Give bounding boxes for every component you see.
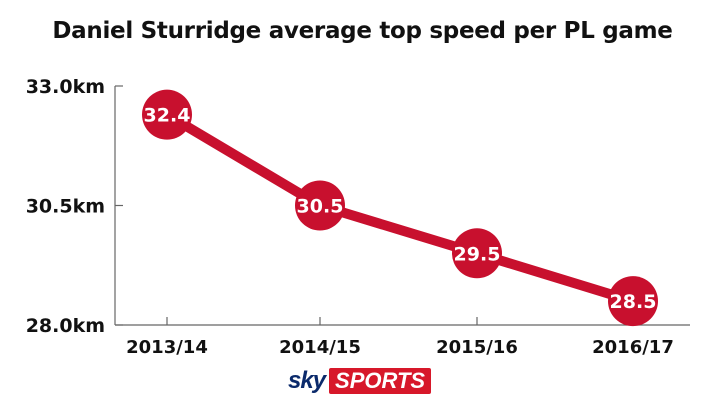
series-line <box>162 109 638 307</box>
data-label: 29.5 <box>454 243 501 265</box>
sky-sports-logo: sky SPORTS <box>288 368 432 394</box>
x-tick-label: 2013/14 <box>126 337 208 358</box>
data-label: 32.4 <box>144 105 191 127</box>
x-tick-label: 2016/17 <box>592 337 674 358</box>
y-tick-label: 30.5km <box>26 196 105 218</box>
data-point <box>452 228 502 279</box>
data-point <box>295 180 345 231</box>
y-tick-label: 33.0km <box>26 76 105 98</box>
x-tick-label: 2015/16 <box>436 337 518 358</box>
data-label: 30.5 <box>297 196 344 218</box>
logo-sports-text: SPORTS <box>329 368 432 394</box>
x-tick-label: 2014/15 <box>279 337 361 358</box>
y-tick-label: 28.0km <box>26 315 105 337</box>
data-point <box>608 276 658 327</box>
chart-title: Daniel Sturridge average top speed per P… <box>52 18 673 44</box>
logo-sky-text: sky <box>288 368 330 394</box>
data-label: 28.5 <box>610 291 657 313</box>
data-point <box>142 89 192 140</box>
